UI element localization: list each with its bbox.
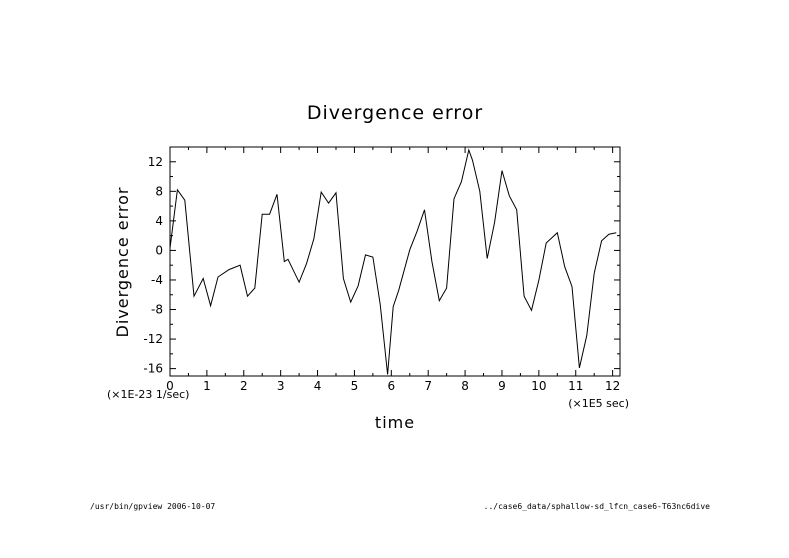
x-tick-label: 8: [461, 379, 469, 393]
y-tick-label: 0: [155, 243, 163, 257]
x-tick-label: 5: [351, 379, 359, 393]
plot-frame: [169, 146, 621, 377]
x-tick-label: 12: [605, 379, 620, 393]
y-axis-label: Divergence error: [113, 187, 132, 338]
x-tick-label: 2: [240, 379, 248, 393]
x-tick-label: 1: [203, 379, 211, 393]
y-tick-label: 4: [155, 214, 163, 228]
x-tick-label: 0: [166, 379, 174, 393]
x-tick-label: 3: [277, 379, 285, 393]
x-tick-label: 7: [424, 379, 432, 393]
x-tick-label: 4: [314, 379, 322, 393]
y-tick-label: -16: [143, 362, 163, 376]
y-tick-label: 12: [148, 155, 163, 169]
y-ticks: 12 8 4 0 -4 -8 -12 -16: [143, 155, 620, 376]
x-unit-label: (×1E5 sec): [568, 397, 629, 410]
x-ticks: 0 1 2 3 4 5 6 7 8 9 10 11 12: [166, 147, 620, 393]
y-tick-label: -8: [151, 303, 163, 317]
y-unit-label: (×1E-23 1/sec): [107, 388, 189, 401]
y-tick-label: -4: [151, 273, 163, 287]
y-tick-label: 8: [155, 184, 163, 198]
chart-title: Divergence error: [307, 102, 483, 124]
footer-right: ../case6_data/sphallow-sd_lfcn_case6-T63…: [484, 502, 711, 511]
x-tick-label: 11: [568, 379, 583, 393]
x-tick-label: 6: [387, 379, 395, 393]
x-tick-label: 10: [531, 379, 546, 393]
x-tick-label: 9: [498, 379, 506, 393]
footer-left: /usr/bin/gpview 2006-10-07: [90, 502, 215, 511]
x-axis-label: time: [375, 413, 415, 432]
y-tick-label: -12: [143, 332, 163, 346]
series-line: [169, 148, 617, 375]
